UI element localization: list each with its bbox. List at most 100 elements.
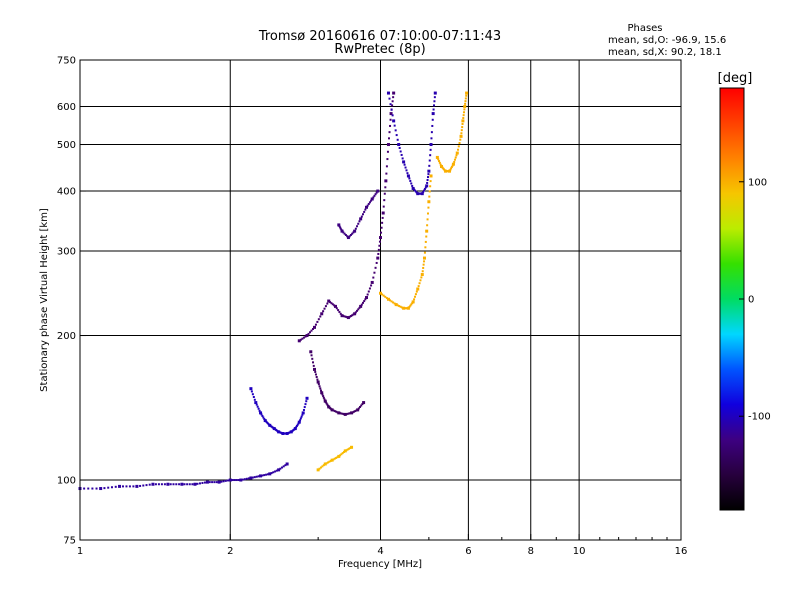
data-point bbox=[272, 471, 275, 474]
data-point bbox=[390, 108, 393, 111]
data-point bbox=[250, 390, 253, 393]
data-point bbox=[389, 103, 392, 106]
data-point bbox=[450, 167, 453, 170]
data-point bbox=[357, 407, 360, 410]
data-point bbox=[282, 465, 285, 468]
data-point bbox=[323, 398, 326, 401]
data-point bbox=[172, 483, 175, 486]
data-point bbox=[426, 218, 429, 221]
data-point bbox=[196, 482, 199, 485]
data-point bbox=[398, 305, 401, 308]
data-point bbox=[379, 236, 382, 240]
data-point bbox=[391, 100, 394, 103]
y-tick-label: 500 bbox=[57, 140, 76, 151]
y-axis-label: Stationary phase Virtual Height [km] bbox=[39, 208, 50, 392]
data-point bbox=[320, 391, 324, 395]
data-point bbox=[408, 305, 411, 308]
data-point bbox=[380, 231, 383, 234]
data-point bbox=[427, 200, 431, 204]
data-point bbox=[364, 208, 367, 211]
data-point bbox=[293, 427, 297, 431]
data-point bbox=[299, 338, 302, 341]
data-point bbox=[312, 367, 316, 371]
data-point bbox=[107, 486, 110, 489]
data-point bbox=[270, 472, 273, 475]
data-point bbox=[429, 180, 432, 183]
data-point bbox=[386, 297, 390, 301]
data-point bbox=[406, 174, 410, 178]
data-point bbox=[261, 414, 264, 417]
data-point bbox=[321, 393, 324, 396]
data-point bbox=[464, 97, 467, 100]
data-point bbox=[410, 182, 413, 185]
data-point bbox=[340, 314, 344, 318]
data-point bbox=[422, 256, 426, 260]
data-point bbox=[262, 416, 265, 419]
data-point bbox=[386, 150, 389, 153]
data-point bbox=[295, 425, 298, 428]
data-point bbox=[370, 284, 373, 287]
data-point bbox=[338, 225, 341, 228]
data-point bbox=[346, 412, 349, 415]
data-point bbox=[297, 420, 301, 424]
trace-f1-low bbox=[309, 350, 366, 416]
data-point bbox=[125, 485, 128, 488]
data-point bbox=[263, 474, 266, 477]
x-axis-ticks: 1 2 4 6 8 10 16 bbox=[77, 534, 687, 557]
data-point bbox=[449, 168, 452, 171]
data-point bbox=[351, 232, 354, 235]
data-point bbox=[340, 412, 343, 415]
data-point bbox=[465, 94, 468, 97]
data-point bbox=[388, 97, 391, 100]
data-point bbox=[372, 276, 375, 279]
data-point bbox=[421, 270, 424, 273]
data-point bbox=[132, 485, 135, 488]
data-point bbox=[363, 300, 366, 303]
data-point bbox=[316, 320, 319, 323]
data-point bbox=[366, 204, 369, 207]
data-point bbox=[386, 143, 390, 147]
data-point bbox=[333, 304, 337, 308]
data-point bbox=[389, 112, 393, 116]
data-point bbox=[367, 290, 370, 293]
data-point bbox=[239, 478, 243, 482]
data-point bbox=[319, 315, 322, 318]
data-point bbox=[381, 293, 384, 296]
data-point bbox=[384, 295, 387, 298]
data-point bbox=[318, 467, 321, 470]
y-axis-ticks: 75 100 200 300 400 500 600 750 bbox=[57, 56, 86, 547]
data-point bbox=[393, 124, 396, 127]
data-point bbox=[316, 378, 319, 381]
data-point bbox=[354, 410, 357, 413]
data-point bbox=[416, 287, 420, 291]
data-point bbox=[345, 413, 348, 416]
data-point bbox=[453, 160, 456, 163]
data-point bbox=[121, 485, 124, 488]
data-point bbox=[99, 487, 103, 491]
data-point bbox=[363, 210, 366, 213]
data-point bbox=[454, 156, 457, 159]
data-point bbox=[366, 293, 369, 296]
data-point bbox=[464, 102, 467, 105]
data-point bbox=[386, 91, 390, 95]
data-point bbox=[365, 296, 369, 300]
data-point bbox=[424, 186, 427, 189]
data-point bbox=[377, 248, 380, 251]
data-point bbox=[245, 477, 248, 480]
chart-title: Tromsø 20160616 07:10:00-07:11:43 bbox=[258, 29, 501, 44]
data-point bbox=[309, 350, 313, 354]
data-point bbox=[385, 165, 388, 168]
data-point bbox=[358, 220, 361, 223]
data-point bbox=[361, 213, 364, 216]
x-tick-label: 2 bbox=[227, 546, 233, 557]
data-point bbox=[377, 252, 380, 255]
data-point bbox=[157, 483, 160, 486]
data-point bbox=[95, 487, 98, 490]
data-point bbox=[314, 323, 317, 326]
data-point bbox=[284, 464, 287, 467]
data-point bbox=[401, 157, 404, 160]
data-point bbox=[410, 303, 413, 306]
trace-es-trace bbox=[249, 387, 309, 436]
data-point bbox=[361, 301, 364, 304]
data-point bbox=[305, 334, 309, 338]
